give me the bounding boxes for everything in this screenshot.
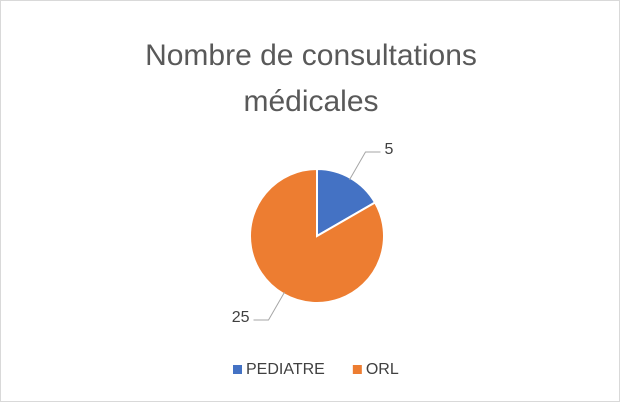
legend-swatch <box>352 365 362 374</box>
data-label: 5 <box>385 141 394 158</box>
chart-title: Nombre de consultations médicales <box>145 39 477 118</box>
leader-line <box>349 151 381 180</box>
leader-line <box>253 292 285 321</box>
legend-label: PEDIATRE <box>246 361 325 378</box>
data-label: 25 <box>232 309 250 326</box>
legend-swatch <box>233 365 242 374</box>
legend-label: ORL <box>366 361 399 378</box>
